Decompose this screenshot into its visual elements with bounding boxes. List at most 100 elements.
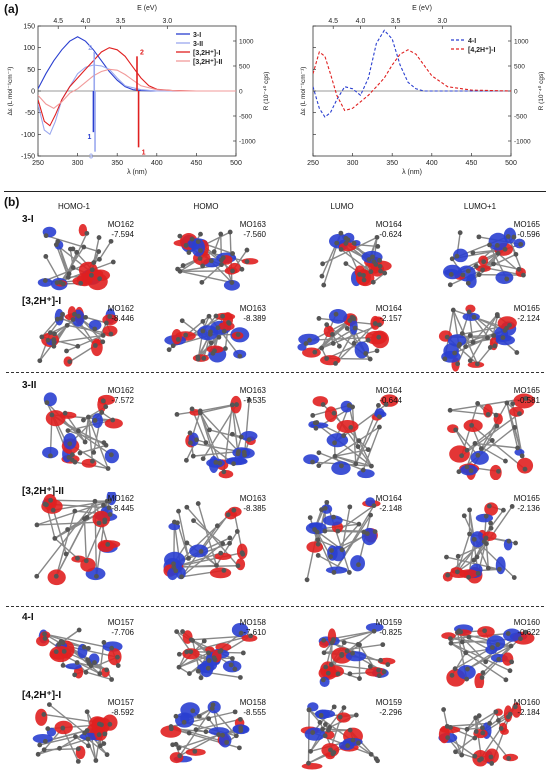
x-tick-label: 400	[426, 160, 438, 167]
y2-tick-label: -500	[239, 114, 252, 121]
atom	[448, 725, 453, 730]
orbital-lobe	[223, 279, 240, 291]
bond	[466, 443, 476, 468]
atom	[227, 535, 233, 541]
orbital-lobe	[470, 531, 485, 548]
orbital-lobe	[312, 396, 329, 407]
atom	[465, 666, 470, 672]
orbital-lobe	[457, 665, 476, 680]
column-header: LUMO+1	[463, 202, 497, 211]
atom	[474, 361, 480, 367]
bond	[313, 529, 335, 573]
y-tick-label: -50	[25, 110, 35, 117]
bond	[442, 709, 448, 727]
top-tick-label: 3.0	[437, 18, 447, 25]
x-tick-label: 350	[386, 160, 398, 167]
atom	[177, 753, 183, 759]
atom	[480, 670, 486, 676]
bond	[53, 500, 108, 511]
atom	[41, 747, 47, 753]
mo-energy: -7.572	[111, 396, 134, 405]
atom	[214, 523, 220, 529]
top-tick-label: 4.5	[328, 18, 338, 25]
atom	[107, 314, 113, 319]
atom	[53, 573, 59, 579]
bond	[75, 736, 89, 747]
row-label: 3-II	[22, 380, 37, 391]
mo-label: MO165 -2.136	[484, 494, 540, 514]
atom	[85, 657, 91, 663]
atom	[216, 732, 221, 738]
atom	[467, 507, 473, 513]
mo-energy: -7.706	[111, 628, 134, 637]
bond	[355, 416, 380, 465]
mo-number: MO165	[513, 304, 540, 313]
atom	[218, 231, 224, 237]
atom	[171, 564, 177, 570]
atom	[233, 733, 239, 739]
atom	[502, 246, 508, 252]
atom	[176, 651, 182, 657]
orbital-plot	[438, 304, 520, 372]
atom	[183, 332, 189, 338]
atom	[110, 417, 116, 423]
atom	[465, 268, 471, 274]
atom	[331, 514, 336, 520]
atom	[47, 330, 53, 336]
bond	[98, 240, 112, 260]
atom	[500, 335, 506, 341]
mo-label: MO162 -8.446	[78, 304, 134, 324]
orbital-plot	[447, 393, 535, 480]
atom	[522, 466, 528, 472]
atom	[441, 707, 447, 712]
atom	[496, 718, 501, 723]
orbital-lobe	[336, 420, 359, 433]
atom	[489, 438, 495, 443]
atom	[248, 633, 254, 639]
atom	[495, 642, 501, 648]
atom	[234, 402, 240, 407]
atom	[455, 553, 461, 559]
atom	[214, 563, 219, 568]
atom	[336, 343, 342, 349]
bond	[53, 334, 104, 344]
atom	[312, 349, 318, 355]
mo-number: MO158	[239, 698, 266, 707]
bond	[475, 717, 510, 759]
atom	[445, 735, 451, 741]
mo-label: MO163 -7.535	[210, 386, 266, 406]
atom	[473, 729, 479, 734]
orbital-lobe	[516, 457, 534, 474]
atom	[491, 261, 496, 267]
orbital-lobe	[306, 541, 323, 553]
orbital-lobe	[314, 709, 336, 719]
atom	[341, 705, 347, 711]
orbital-lobe	[488, 232, 508, 251]
atom	[469, 422, 475, 428]
atom	[378, 657, 384, 663]
atom	[482, 628, 488, 634]
atom	[179, 574, 185, 580]
bond	[79, 444, 107, 454]
atom	[238, 728, 244, 734]
atom	[507, 668, 513, 674]
y-tick-label: -150	[21, 154, 35, 161]
atom	[353, 461, 359, 467]
orbital-plot	[438, 702, 522, 767]
atom	[103, 404, 109, 410]
atom	[330, 331, 335, 337]
atom	[60, 663, 66, 668]
atom	[237, 353, 243, 359]
atom	[94, 573, 99, 579]
orbital-lobe	[474, 672, 485, 688]
atom	[455, 361, 461, 367]
atom	[320, 677, 326, 683]
mo-number: MO159	[375, 618, 402, 627]
orbital-plot	[441, 624, 535, 688]
atom	[227, 229, 233, 235]
mo-energy: -7.535	[243, 396, 266, 405]
atom	[376, 403, 381, 408]
bond	[54, 537, 78, 559]
atom	[463, 344, 468, 350]
